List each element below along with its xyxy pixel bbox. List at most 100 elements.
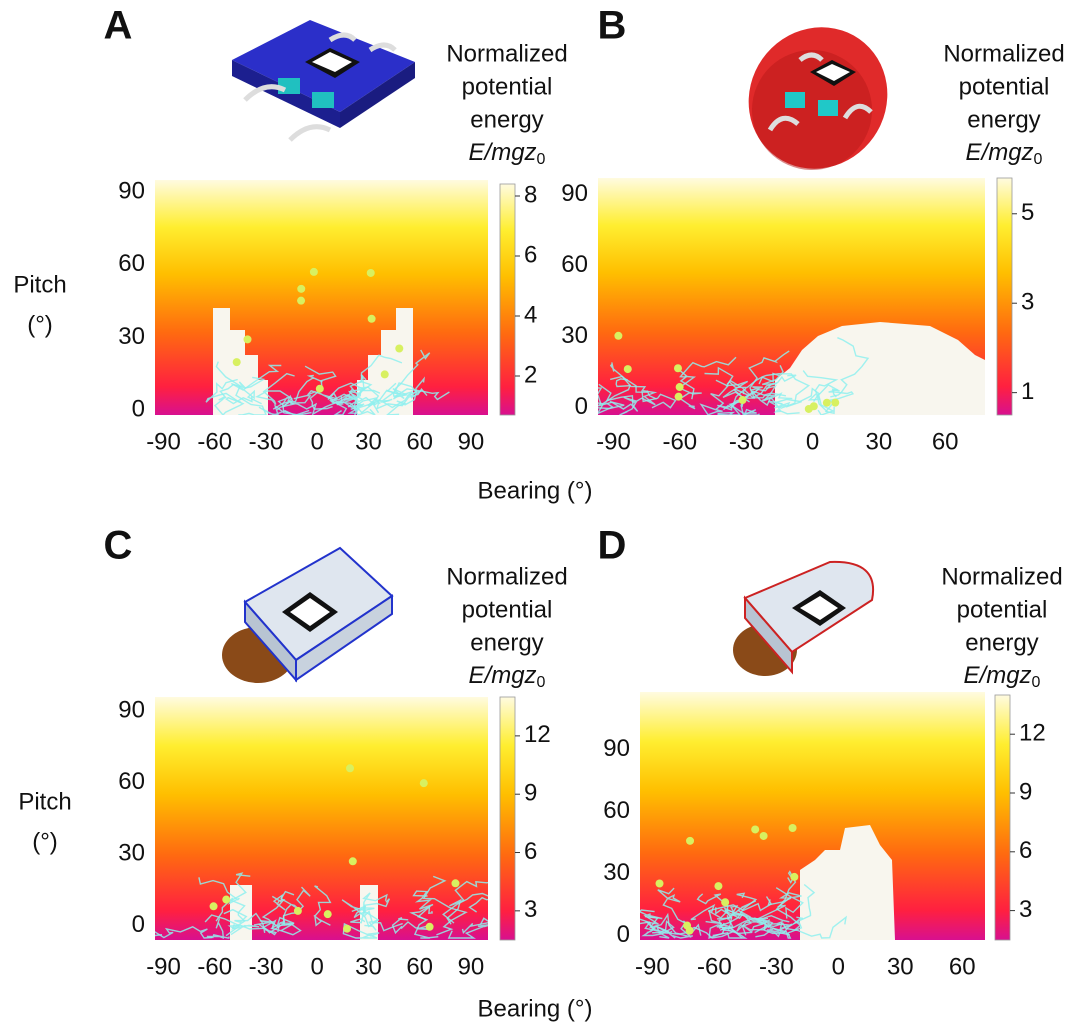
colorbar-title: Normalized: [941, 563, 1062, 590]
trajectory: [261, 894, 286, 929]
y-tick-label: 30: [603, 859, 630, 886]
trajectory: [422, 875, 468, 936]
trajectory: [767, 915, 847, 939]
trajectory-start: [788, 823, 797, 832]
trajectory: [253, 919, 278, 936]
colorbar: [499, 183, 516, 416]
trajectory: [204, 914, 260, 936]
x-tick-label: -90: [635, 953, 670, 980]
trajectory-start: [675, 383, 684, 392]
trajectory: [327, 382, 365, 411]
trajectory: [155, 926, 213, 939]
panel-label: D: [598, 524, 627, 568]
trajectory: [223, 908, 265, 937]
trajectory-start: [614, 331, 623, 340]
trajectory-start: [209, 902, 218, 911]
trajectory: [715, 907, 764, 932]
inaccessible-region: [230, 885, 252, 940]
x-tick-label: 30: [865, 428, 892, 455]
trajectory-start: [683, 921, 692, 930]
colorbar-title: E/mgz0: [966, 139, 1043, 168]
colorbar-title: Normalized: [446, 563, 567, 590]
y-tick-label: 90: [561, 180, 588, 207]
trajectory: [726, 372, 780, 399]
colorbar-tick-label: 2: [524, 361, 537, 388]
trajectory: [716, 387, 747, 415]
trajectory-start: [380, 370, 389, 379]
x-tick-label: -60: [197, 953, 232, 980]
trajectory: [699, 379, 729, 415]
trajectory: [689, 900, 757, 939]
trajectory: [708, 915, 735, 940]
trajectory-start: [686, 836, 695, 845]
trajectory: [392, 349, 431, 400]
y-tick-label: 0: [132, 911, 145, 938]
x-tick-label: -90: [596, 428, 631, 455]
colorbar-title: Normalized: [943, 40, 1064, 67]
trajectory: [258, 403, 312, 415]
trajectory: [641, 920, 675, 939]
y-tick-label: 0: [575, 393, 588, 420]
inaccessible-region: [800, 825, 895, 940]
colorbar-title: energy: [965, 629, 1038, 656]
colorbar: [499, 696, 516, 941]
colorbar-tick-label: 5: [1021, 199, 1034, 226]
trajectory-start: [297, 296, 306, 305]
trajectory: [304, 365, 337, 410]
colorbar-tick-label: 3: [1021, 289, 1034, 316]
trajectory-start: [243, 335, 252, 344]
trajectory-start: [738, 395, 747, 404]
y-axis-label: (°): [32, 828, 58, 855]
colorbar-tick-label: 9: [524, 780, 537, 807]
trajectory: [313, 885, 332, 927]
colorbar-tick-label: 6: [1019, 837, 1032, 864]
x-tick-label: 30: [355, 428, 382, 455]
x-tick-label: -30: [759, 953, 794, 980]
y-axis-label: (°): [27, 311, 53, 338]
x-tick-label: -60: [662, 428, 697, 455]
trajectory-start: [674, 392, 683, 401]
trajectory: [272, 394, 296, 411]
trajectory: [640, 911, 669, 934]
colorbar-title: potential: [957, 596, 1048, 623]
trajectories: [598, 322, 985, 415]
trajectory: [740, 374, 797, 415]
robot-a: [232, 20, 415, 142]
trajectory: [609, 362, 657, 400]
y-tick-label: 60: [561, 251, 588, 278]
trajectory-start: [822, 398, 831, 407]
trajectory: [342, 922, 380, 939]
trajectory: [218, 376, 266, 401]
trajectory: [350, 402, 380, 415]
x-tick-label: 30: [887, 953, 914, 980]
trajectory-start: [395, 344, 404, 353]
trajectory-start: [343, 924, 352, 933]
trajectory: [817, 384, 840, 415]
y-tick-label: 90: [118, 177, 145, 204]
x-tick-label: 90: [458, 953, 485, 980]
heatmap: [155, 697, 488, 940]
trajectory-start: [655, 879, 664, 888]
colorbar-tick-label: 12: [524, 721, 551, 748]
heatmap: [155, 180, 488, 415]
trajectory: [678, 356, 737, 400]
trajectory: [712, 922, 748, 939]
colorbar-tick-label: 3: [1019, 896, 1032, 923]
y-tick-label: 60: [603, 797, 630, 824]
trajectory: [446, 880, 488, 925]
robot-d: [733, 560, 875, 676]
y-axis-label: Pitch: [18, 788, 71, 815]
colorbar-tick-label: 4: [524, 301, 537, 328]
trajectory-start: [714, 882, 723, 891]
colorbar-symbol: E/mgz: [469, 662, 537, 689]
x-tick-label: -30: [729, 428, 764, 455]
colorbar-tick-label: 12: [1019, 720, 1046, 747]
trajectory: [442, 892, 488, 924]
x-tick-label: 0: [311, 428, 324, 455]
trajectory: [610, 375, 677, 409]
trajectory: [213, 396, 253, 415]
trajectory-start: [346, 764, 355, 773]
x-axis-label: Bearing (°): [478, 995, 593, 1022]
